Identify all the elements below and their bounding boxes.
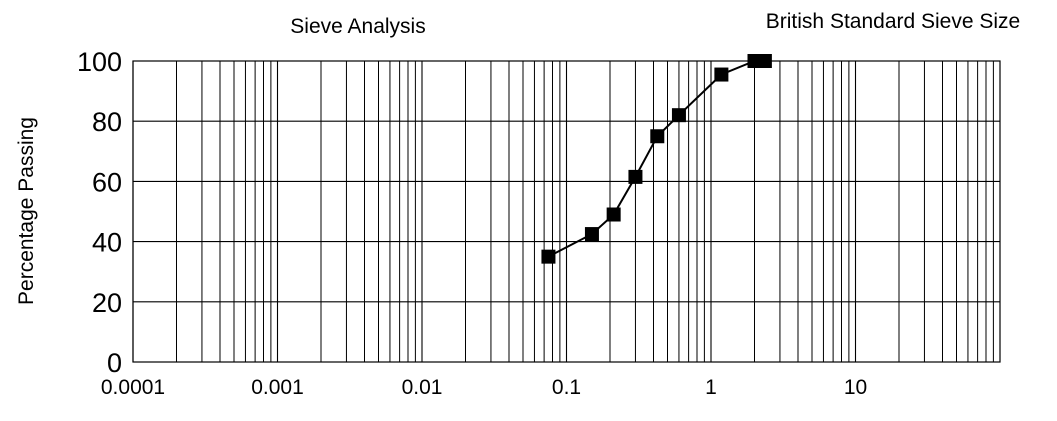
series-line [547,60,765,258]
series-layer [547,60,765,258]
y-tick-label: 60 [92,167,122,197]
chart-title: Sieve Analysis [290,15,425,38]
x-tick-label: 0.001 [251,376,304,399]
x-tick-label: 0.1 [552,376,581,399]
x-tick-label: 10 [844,376,867,399]
y-tick-label: 80 [92,107,122,137]
plot-area-frame [132,60,1001,363]
chart-subtitle: British Standard Sieve Size [766,10,1020,33]
data-point-marker [541,249,556,264]
y-tick-label: 100 [77,47,122,77]
x-tick-label: 0.01 [402,376,443,399]
y-tick-label: 40 [92,228,122,258]
data-point-marker [714,67,729,82]
x-tick-labels: 0.0001 0.001 0.01 0.1 1 10 [101,376,867,399]
data-point-marker [650,129,665,144]
x-tick-label: 1 [705,376,717,399]
data-point-marker [606,207,621,222]
data-point-marker [584,227,599,242]
y-tick-label: 20 [92,288,122,318]
y-axis-label: Percentage Passing [15,117,38,305]
grid [132,60,1000,363]
marker-layer [541,54,772,264]
data-point-marker [671,108,686,123]
x-tick-label: 0.0001 [101,376,165,399]
data-point-marker [757,54,772,68]
data-point-marker [628,169,643,184]
y-tick-label: 0 [107,348,122,378]
y-tick-labels: 0 20 40 60 80 100 [77,47,122,378]
